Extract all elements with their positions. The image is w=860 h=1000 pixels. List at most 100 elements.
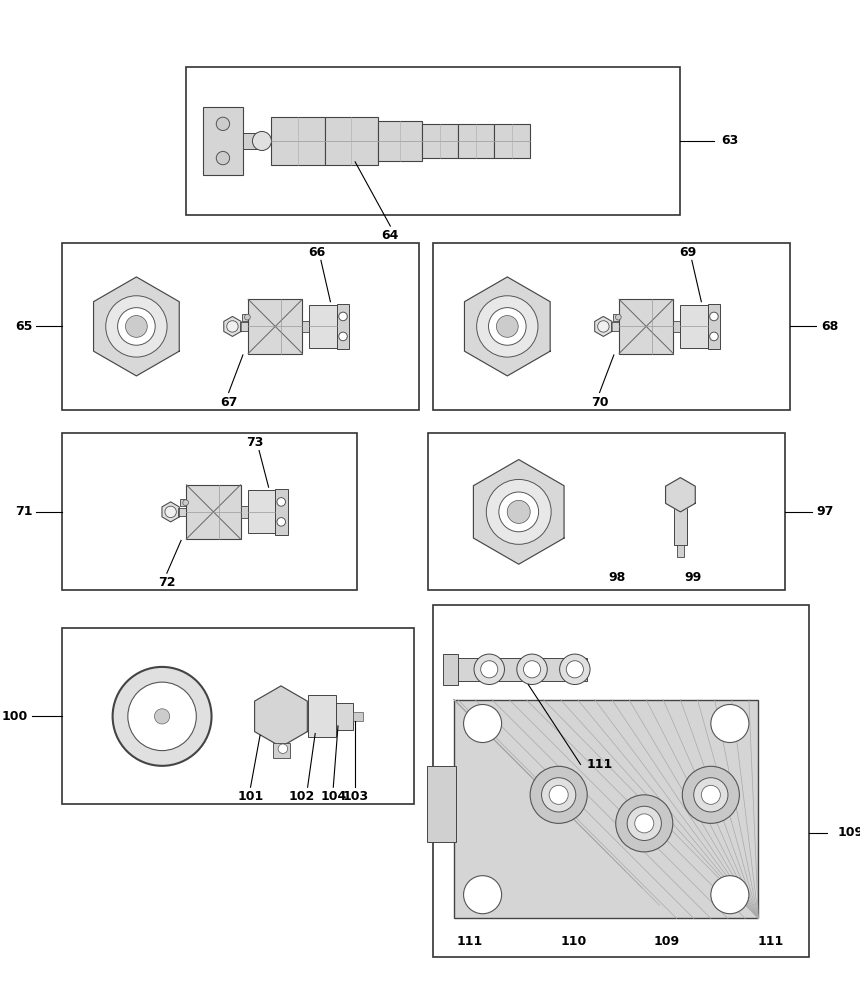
Bar: [443, 654, 458, 685]
Bar: [275, 489, 287, 535]
Circle shape: [481, 661, 498, 678]
Text: 100: 100: [2, 710, 28, 723]
Circle shape: [277, 498, 286, 506]
Bar: [611, 322, 619, 331]
Circle shape: [507, 500, 531, 523]
Circle shape: [710, 332, 718, 341]
Circle shape: [476, 296, 538, 357]
Text: 111: 111: [587, 758, 612, 771]
Bar: [186, 67, 680, 215]
Circle shape: [113, 667, 212, 766]
Circle shape: [524, 661, 541, 678]
Circle shape: [183, 500, 188, 505]
Circle shape: [530, 766, 587, 823]
Bar: [62, 433, 357, 590]
Bar: [336, 703, 353, 730]
Bar: [178, 508, 187, 516]
Bar: [325, 117, 378, 165]
Bar: [378, 121, 421, 161]
Text: 69: 69: [679, 246, 697, 259]
Bar: [243, 133, 262, 149]
Bar: [421, 124, 458, 158]
Circle shape: [488, 308, 526, 345]
Circle shape: [106, 296, 167, 357]
Polygon shape: [473, 460, 564, 564]
Circle shape: [517, 654, 547, 685]
Polygon shape: [595, 316, 612, 336]
Bar: [303, 321, 310, 332]
Bar: [619, 299, 673, 354]
Bar: [677, 545, 685, 557]
Bar: [680, 305, 708, 348]
Circle shape: [128, 682, 196, 751]
Bar: [310, 305, 336, 348]
Text: 65: 65: [15, 320, 33, 333]
Text: 70: 70: [591, 396, 608, 409]
Circle shape: [560, 654, 590, 685]
Text: 73: 73: [247, 436, 264, 449]
Text: 98: 98: [608, 571, 625, 584]
Text: 102: 102: [289, 790, 315, 803]
Circle shape: [278, 744, 287, 753]
Text: 71: 71: [15, 505, 33, 518]
Text: 109: 109: [838, 826, 860, 839]
Text: 68: 68: [821, 320, 838, 333]
Polygon shape: [162, 502, 179, 522]
Text: 64: 64: [382, 229, 399, 242]
Bar: [433, 605, 808, 957]
Bar: [353, 712, 363, 721]
Bar: [180, 499, 193, 506]
Bar: [249, 299, 303, 354]
Bar: [458, 124, 494, 158]
Circle shape: [542, 778, 576, 812]
Circle shape: [126, 316, 147, 337]
Text: 110: 110: [561, 935, 587, 948]
Text: 99: 99: [685, 571, 702, 584]
Bar: [708, 304, 721, 349]
Circle shape: [486, 479, 551, 544]
Circle shape: [499, 492, 538, 532]
Bar: [494, 124, 530, 158]
Bar: [248, 490, 275, 533]
Circle shape: [682, 766, 740, 823]
Circle shape: [253, 131, 272, 150]
Circle shape: [227, 321, 238, 332]
Bar: [62, 628, 415, 804]
Circle shape: [711, 876, 749, 914]
Circle shape: [118, 308, 155, 345]
Bar: [428, 433, 785, 590]
Bar: [308, 695, 336, 737]
Bar: [612, 314, 625, 321]
Circle shape: [464, 704, 501, 743]
Circle shape: [566, 661, 583, 678]
Polygon shape: [94, 277, 179, 376]
Circle shape: [277, 518, 286, 526]
Text: 67: 67: [220, 396, 237, 409]
Text: 111: 111: [758, 935, 784, 948]
Circle shape: [711, 704, 749, 743]
Bar: [242, 314, 255, 321]
Bar: [427, 766, 456, 842]
Polygon shape: [666, 478, 695, 512]
Bar: [272, 117, 325, 165]
Text: 66: 66: [309, 246, 326, 259]
Circle shape: [339, 312, 347, 321]
Text: 111: 111: [456, 935, 482, 948]
Bar: [673, 507, 687, 545]
Text: 72: 72: [158, 576, 175, 589]
Circle shape: [616, 795, 673, 852]
Text: 101: 101: [237, 790, 264, 803]
Circle shape: [702, 785, 721, 804]
Text: 63: 63: [722, 134, 739, 147]
Circle shape: [635, 814, 654, 833]
Circle shape: [216, 151, 230, 165]
Bar: [336, 304, 349, 349]
Polygon shape: [224, 316, 241, 336]
Polygon shape: [464, 277, 550, 376]
Text: 109: 109: [653, 935, 679, 948]
Text: 97: 97: [816, 505, 833, 518]
Circle shape: [464, 876, 501, 914]
Bar: [187, 485, 241, 539]
Circle shape: [339, 332, 347, 341]
Circle shape: [598, 321, 609, 332]
